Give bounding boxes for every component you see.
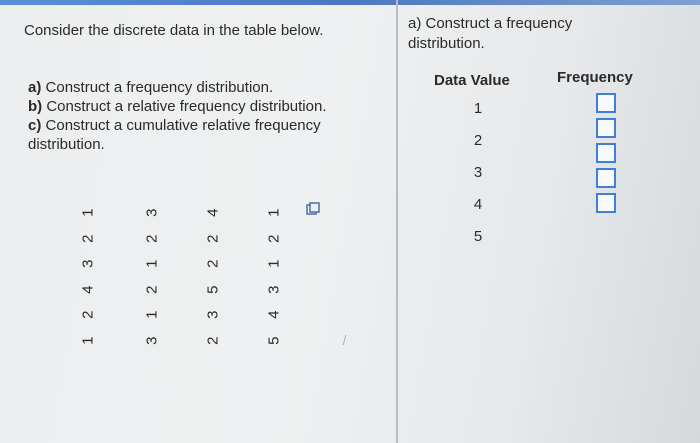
window-top-edge bbox=[0, 0, 700, 5]
data-cell: 3 bbox=[204, 310, 222, 319]
data-value: 4 bbox=[473, 196, 483, 213]
data-column-3: 4 2 2 5 3 2 bbox=[203, 200, 223, 353]
answer-title: a) Construct a frequency distribution. bbox=[408, 15, 573, 52]
frequency-inputs bbox=[596, 93, 618, 218]
frequency-input-2[interactable] bbox=[596, 118, 616, 138]
frequency-header: Frequency bbox=[557, 69, 633, 86]
data-cell: 2 bbox=[204, 336, 222, 345]
data-cell: 3 bbox=[143, 336, 161, 345]
part-a-text: Construct a frequency distribution. bbox=[45, 79, 274, 96]
part-a: a) Construct a frequency distribution. bbox=[28, 78, 368, 97]
data-column-1: 1 2 3 4 2 1 bbox=[78, 200, 98, 353]
frequency-input-3[interactable] bbox=[596, 143, 616, 163]
copy-data-icon[interactable] bbox=[306, 202, 320, 216]
part-a-label: a) bbox=[28, 79, 42, 96]
frequency-input-4[interactable] bbox=[596, 168, 616, 188]
data-cell: 5 bbox=[204, 285, 222, 294]
part-c-text: Construct a cumulative relative frequenc… bbox=[28, 117, 321, 153]
problem-parts: a) Construct a frequency distribution. b… bbox=[28, 78, 368, 154]
data-cell: 1 bbox=[79, 336, 97, 345]
part-c-label: c) bbox=[28, 117, 42, 134]
data-cell: 4 bbox=[204, 208, 222, 217]
stray-mark bbox=[342, 335, 351, 345]
panel-divider bbox=[396, 0, 398, 443]
data-value: 1 bbox=[473, 100, 483, 117]
frequency-input-1[interactable] bbox=[596, 93, 616, 113]
data-cell: 1 bbox=[265, 208, 283, 217]
part-b-text: Construct a relative frequency distribut… bbox=[46, 98, 327, 115]
data-cell: 3 bbox=[79, 259, 97, 268]
data-cell: 5 bbox=[265, 336, 283, 345]
data-cell: 2 bbox=[204, 234, 222, 243]
data-cell: 2 bbox=[79, 310, 97, 319]
data-cell: 3 bbox=[265, 285, 283, 294]
part-c: c) Construct a cumulative relative frequ… bbox=[28, 116, 368, 154]
part-b: b) Construct a relative frequency distri… bbox=[28, 97, 368, 116]
data-value-header: Data Value bbox=[434, 72, 510, 89]
data-value-list: 1 2 3 4 5 bbox=[458, 96, 498, 256]
data-value: 5 bbox=[473, 228, 483, 245]
data-column-4: 1 2 1 3 4 5 bbox=[264, 200, 284, 353]
data-cell: 1 bbox=[79, 208, 97, 217]
data-value: 3 bbox=[473, 164, 483, 181]
data-cell: 2 bbox=[204, 259, 222, 268]
data-cell: 1 bbox=[265, 259, 283, 268]
part-b-label: b) bbox=[28, 98, 43, 115]
data-cell: 4 bbox=[79, 285, 97, 294]
data-cell: 1 bbox=[143, 259, 161, 268]
data-cell: 2 bbox=[143, 234, 161, 243]
data-cell: 4 bbox=[265, 310, 283, 319]
frequency-input-5[interactable] bbox=[596, 193, 616, 213]
problem-intro: Consider the discrete data in the table … bbox=[24, 22, 324, 39]
data-value: 2 bbox=[473, 132, 483, 149]
data-cell: 1 bbox=[143, 310, 161, 319]
data-cell: 3 bbox=[143, 208, 161, 217]
data-cell: 2 bbox=[79, 234, 97, 243]
data-cell: 2 bbox=[143, 285, 161, 294]
data-column-2: 3 2 1 2 1 3 bbox=[142, 200, 162, 353]
data-cell: 2 bbox=[265, 234, 283, 243]
